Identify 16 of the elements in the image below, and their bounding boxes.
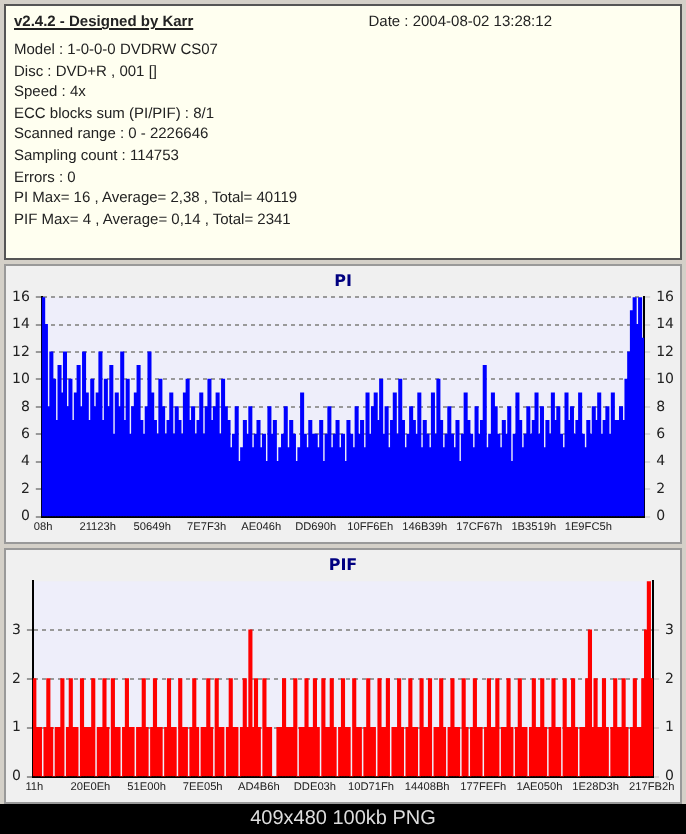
text: 409x480 100kb PNG xyxy=(0,804,686,834)
bar xyxy=(377,678,382,777)
bar xyxy=(534,392,539,517)
bar xyxy=(91,678,96,777)
chart-title: PI xyxy=(334,271,352,290)
bar xyxy=(450,678,455,777)
bar xyxy=(385,678,390,777)
chart-title: PIF xyxy=(328,555,358,574)
bar xyxy=(551,678,556,777)
bar xyxy=(293,678,298,777)
bar xyxy=(102,678,107,777)
bar xyxy=(304,678,309,777)
bar xyxy=(495,678,500,777)
bar xyxy=(455,419,460,517)
bar xyxy=(60,678,65,777)
bar xyxy=(427,678,433,777)
